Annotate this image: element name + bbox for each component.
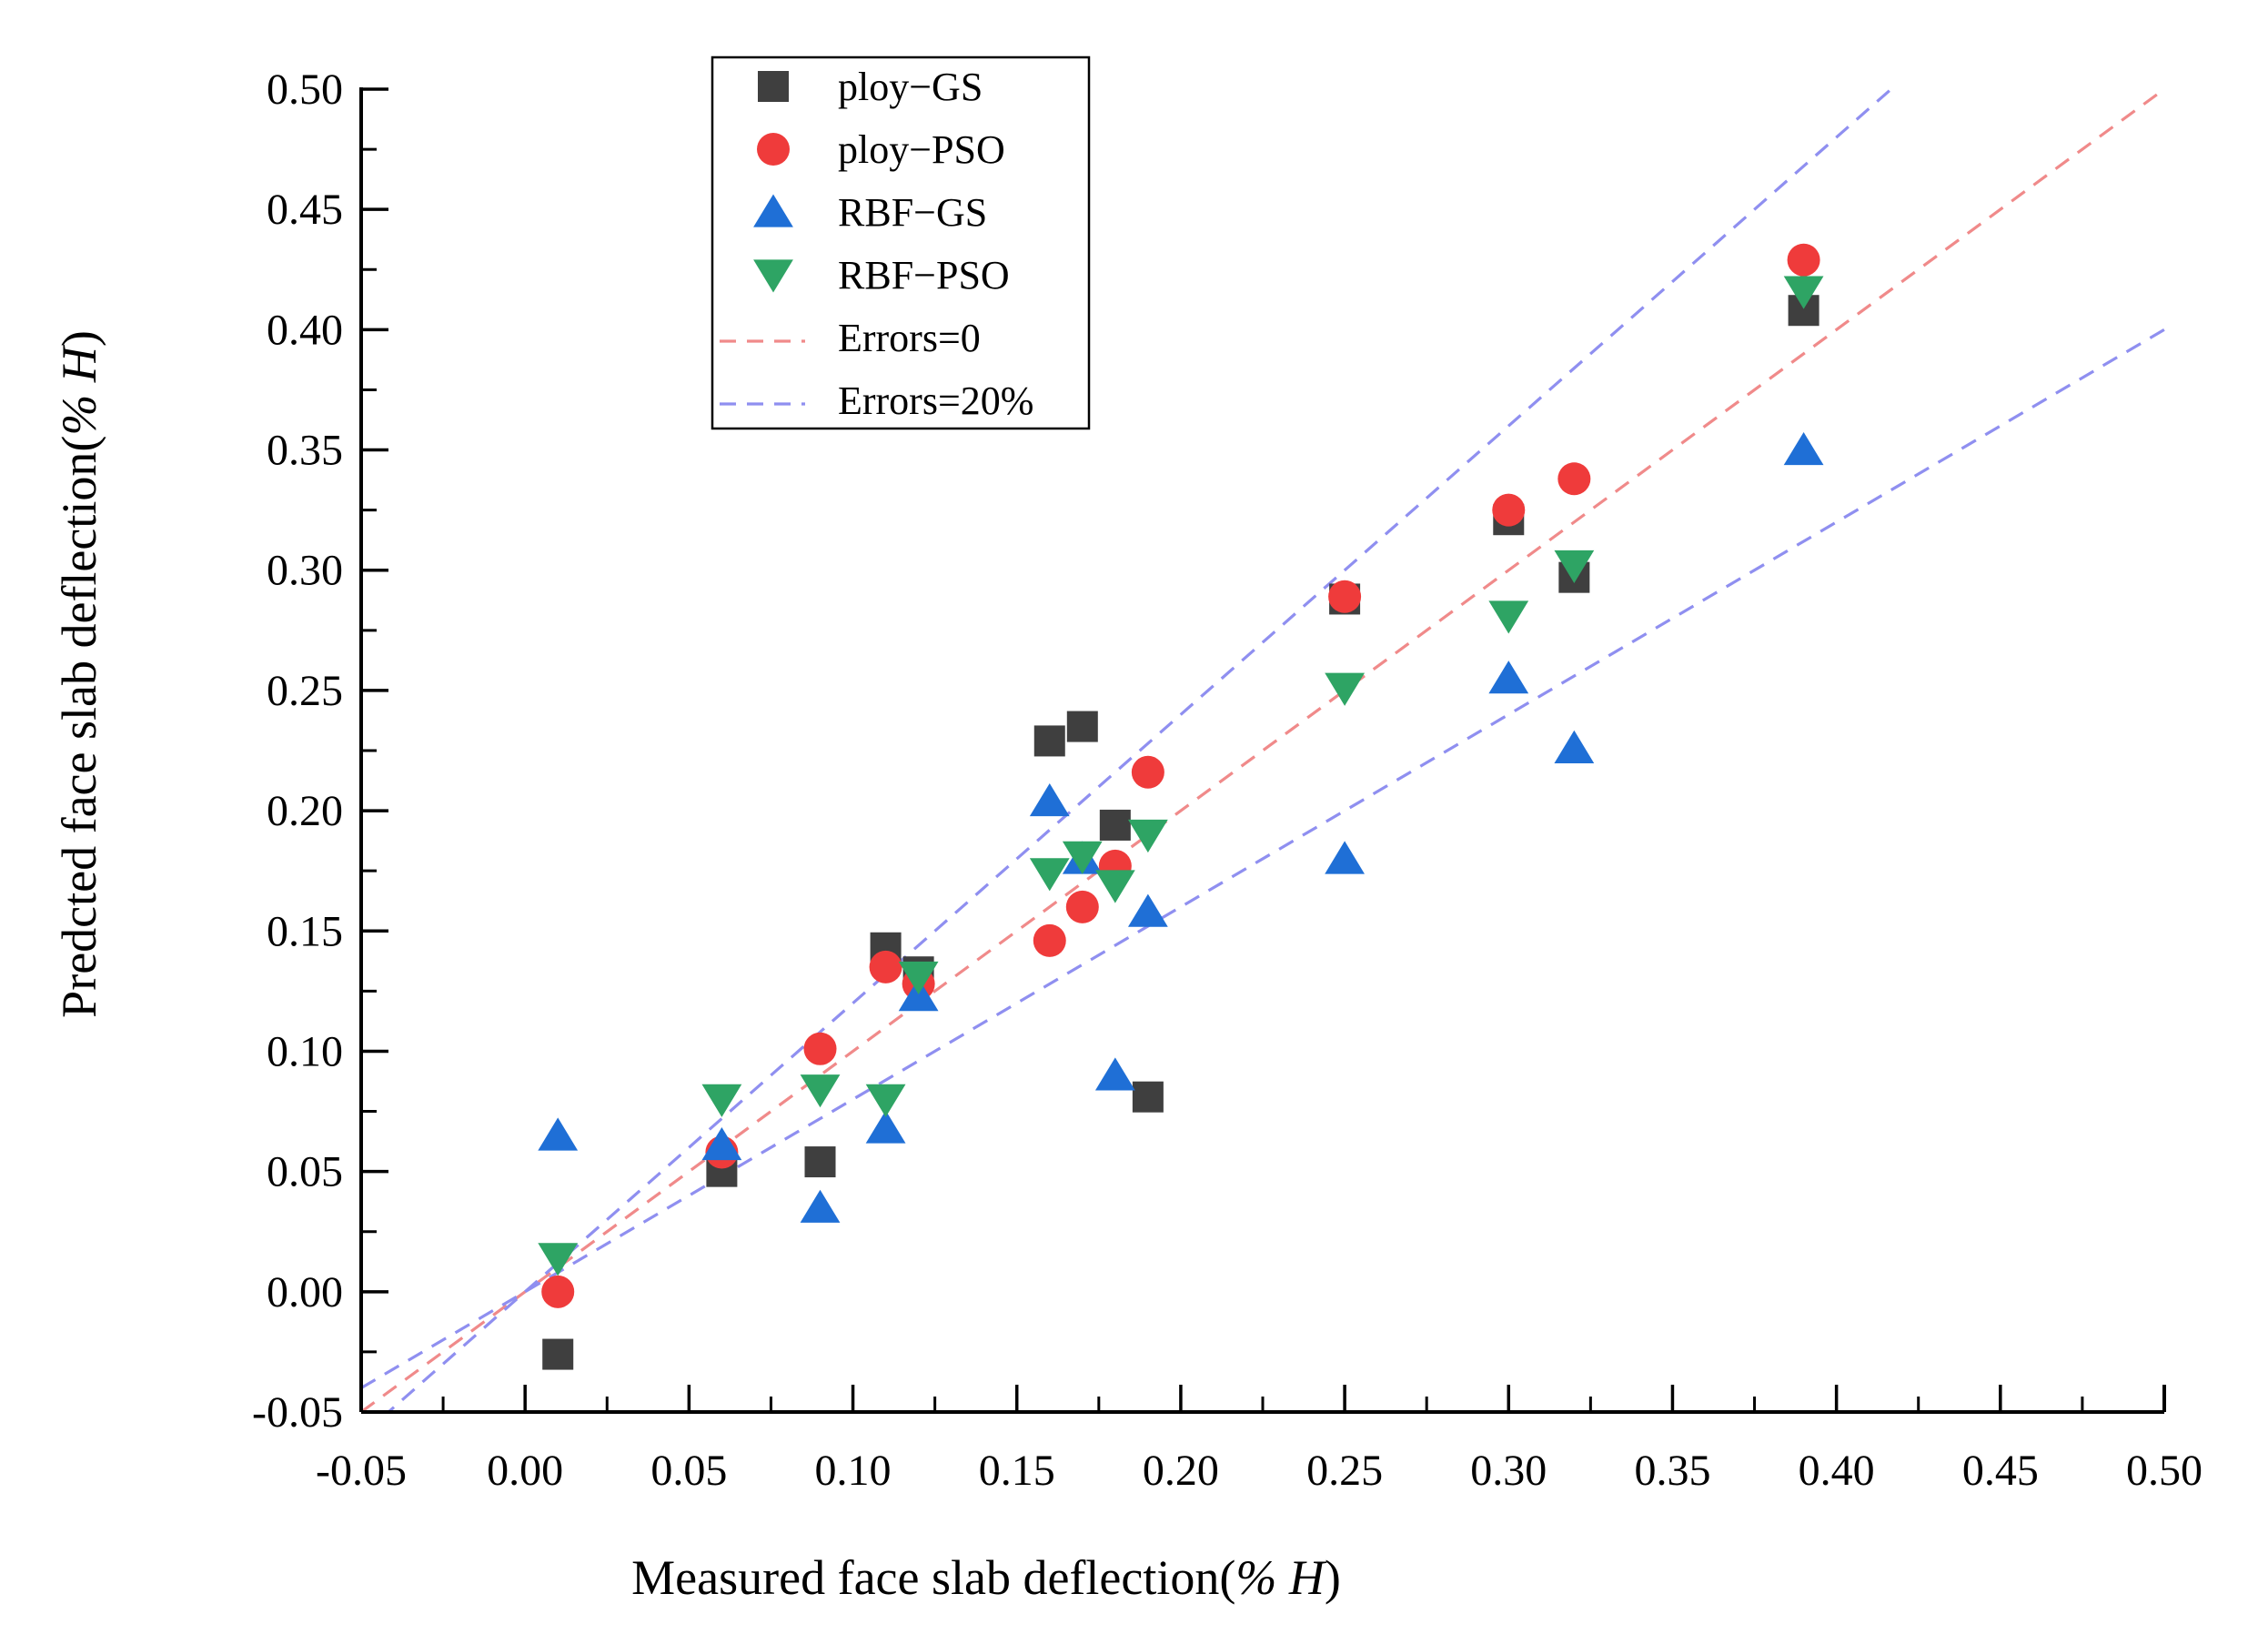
data-point: [1029, 858, 1070, 892]
y-tick-label: 0.10: [267, 1027, 343, 1075]
data-point: [803, 1032, 837, 1065]
y-tick-label: 0.20: [267, 787, 343, 835]
x-axis-title-main: Measured face slab deflection(: [631, 1550, 1235, 1605]
data-point: [1554, 730, 1595, 763]
data-point: [898, 978, 939, 1012]
data-point: [804, 1146, 836, 1178]
legend-box: [711, 55, 1091, 430]
y-tick-label: 0.30: [267, 547, 343, 595]
y-tick-label: 0.15: [267, 907, 343, 955]
data-point: [865, 1110, 906, 1144]
data-point: [541, 1275, 575, 1308]
data-point: [1065, 890, 1099, 923]
data-point: [1094, 1057, 1135, 1091]
data-point: [1131, 755, 1164, 789]
y-axis-title: Predcted face slab deflection(% H): [52, 330, 106, 1018]
x-tick-label: 0.45: [1962, 1447, 2039, 1495]
x-tick-label: 0.25: [1306, 1447, 1383, 1495]
y-axis-title-main: Predcted face slab deflection(: [52, 436, 106, 1018]
data-point: [1325, 672, 1365, 706]
data-point: [1783, 431, 1824, 466]
data-point: [1554, 550, 1595, 583]
tick-labels: -0.05 0.00 0.05 0.10 0.15 0.20 0.25 0.30 0.35 0.4…: [252, 66, 2202, 1495]
data-points: [538, 243, 1824, 1370]
series-2: [538, 431, 1824, 1223]
x-tick-label: 0.20: [1143, 1447, 1219, 1495]
legend-label: RBF−PSO: [838, 253, 1010, 298]
x-axis-title-close: ): [1325, 1550, 1341, 1605]
data-point: [1557, 462, 1591, 496]
x-tick-label: 0.05: [650, 1447, 727, 1495]
data-point: [1783, 276, 1824, 309]
x-tick-label: 0.15: [979, 1447, 1055, 1495]
data-point: [1127, 893, 1168, 927]
data-point: [1062, 841, 1103, 874]
x-tick-label: 0.30: [1470, 1447, 1547, 1495]
data-point: [1492, 493, 1526, 527]
data-point: [538, 1117, 579, 1151]
axes: [359, 87, 2166, 1414]
y-tick-label: 0.45: [267, 186, 343, 234]
data-point: [1328, 580, 1362, 613]
legend-marker: [753, 194, 793, 227]
x-tick-label: 0.10: [815, 1447, 892, 1495]
legend-label: ploy−PSO: [838, 127, 1005, 172]
reference-line-errors-20-lower: [361, 328, 2165, 1389]
data-point: [1488, 661, 1529, 694]
reference-line-errors-20-upper: [386, 89, 1894, 1412]
data-point: [1033, 923, 1066, 957]
data-point: [898, 961, 939, 995]
legend-marker: [758, 71, 789, 102]
reference-line-errors-0: [361, 89, 2165, 1412]
reference-lines: [361, 89, 2165, 1412]
data-point: [1066, 711, 1098, 742]
x-axis-title: Measured face slab deflection(% H): [631, 1550, 1341, 1605]
data-point: [1127, 819, 1168, 853]
data-point: [1029, 782, 1070, 817]
x-tick-label: 0.35: [1634, 1447, 1710, 1495]
data-point: [1132, 1081, 1164, 1113]
legend-label: Errors=0: [838, 316, 981, 360]
data-point: [869, 950, 902, 983]
y-tick-label: 0.00: [267, 1268, 343, 1316]
legend-label: Errors=20%: [838, 378, 1033, 423]
data-point: [542, 1338, 574, 1370]
x-tick-label: 0.50: [2126, 1447, 2202, 1495]
y-tick-label: 0.25: [267, 667, 343, 715]
legend-marker: [753, 259, 793, 293]
legend: ploy−GS ploy−PSO RBF−GS RBF−PSO Errors=0 Erro…: [711, 55, 1091, 430]
x-tick-label: 0.40: [1799, 1447, 1875, 1495]
y-axis-title-close: ): [52, 330, 106, 347]
data-point: [1488, 600, 1529, 634]
y-tick-label: -0.05: [252, 1388, 343, 1437]
y-tick-label: 0.50: [267, 66, 343, 114]
y-axis-title-italic: % H: [52, 344, 106, 435]
legend-marker: [757, 133, 790, 166]
legend-label: ploy−GS: [838, 65, 983, 109]
y-tick-label: 0.05: [267, 1148, 343, 1196]
x-tick-label: -0.05: [316, 1447, 407, 1495]
y-tick-label: 0.40: [267, 306, 343, 354]
data-point: [701, 1084, 742, 1117]
data-point: [1787, 243, 1820, 277]
data-point: [1099, 809, 1131, 841]
data-point: [538, 1243, 579, 1276]
series-0: [542, 295, 1819, 1370]
data-point: [865, 1084, 906, 1117]
data-point: [800, 1189, 841, 1223]
data-point: [701, 1127, 742, 1161]
data-point: [1094, 870, 1135, 903]
series-3: [538, 276, 1824, 1276]
data-point: [1325, 841, 1365, 874]
x-tick-label: 0.00: [487, 1447, 563, 1495]
legend-label: RBF−GS: [838, 190, 987, 235]
y-tick-label: 0.35: [267, 427, 343, 475]
data-point: [800, 1074, 841, 1108]
x-axis-title-italic: % H: [1235, 1550, 1326, 1605]
data-point: [1033, 725, 1065, 757]
